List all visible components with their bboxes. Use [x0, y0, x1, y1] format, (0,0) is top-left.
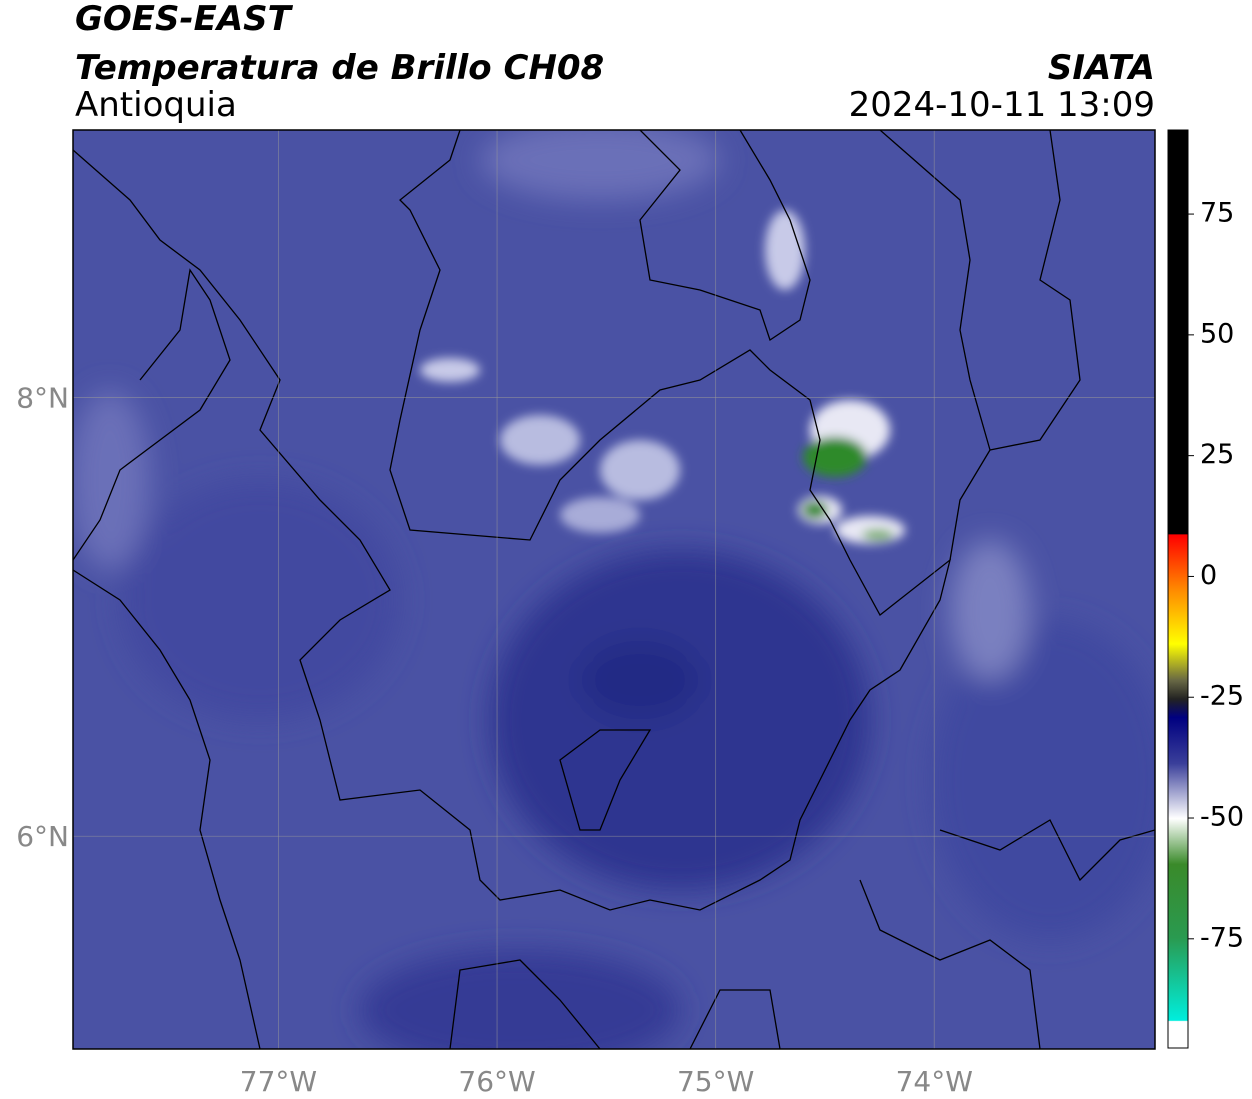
border	[879, 130, 991, 561]
lon-tick-label: 76°W	[458, 1065, 535, 1098]
colorbar-tick-label: 0	[1200, 560, 1217, 591]
map-image	[73, 130, 1155, 1049]
colorbar-tick-label: 25	[1200, 439, 1234, 470]
map-frame	[72, 129, 1156, 1050]
border	[689, 989, 781, 1049]
region: Antioquia	[75, 85, 237, 125]
lon-tick-label: 77°W	[240, 1065, 317, 1098]
title: Temperatura de Brillo CH08	[75, 48, 604, 88]
product: GOES-EAST	[75, 0, 294, 39]
colorbar-tick-label: 75	[1200, 198, 1234, 229]
datetime: 2024-10-11 13:09	[849, 85, 1155, 125]
gridlines	[73, 130, 1155, 1049]
lon-tick-label: 74°W	[896, 1065, 973, 1098]
colorbar-tick-label: -50	[1200, 802, 1244, 833]
colorbar-tick-label: -25	[1200, 681, 1244, 712]
border	[73, 130, 952, 911]
agency: SIATA	[1048, 48, 1155, 88]
border	[559, 729, 652, 831]
border	[449, 959, 601, 1049]
border	[639, 130, 811, 342]
coast	[73, 268, 231, 561]
colorbar	[1167, 129, 1189, 1049]
colorbar-tick-label: 50	[1200, 318, 1234, 349]
border	[859, 879, 1041, 1049]
border	[989, 130, 1081, 451]
border	[939, 819, 1155, 882]
lat-tick-label: 6°N	[16, 820, 69, 853]
colorbar-tick-label: -75	[1200, 922, 1244, 953]
lon-tick-label: 75°W	[677, 1065, 754, 1098]
lat-tick-label: 8°N	[16, 382, 69, 415]
coast	[73, 569, 261, 1049]
